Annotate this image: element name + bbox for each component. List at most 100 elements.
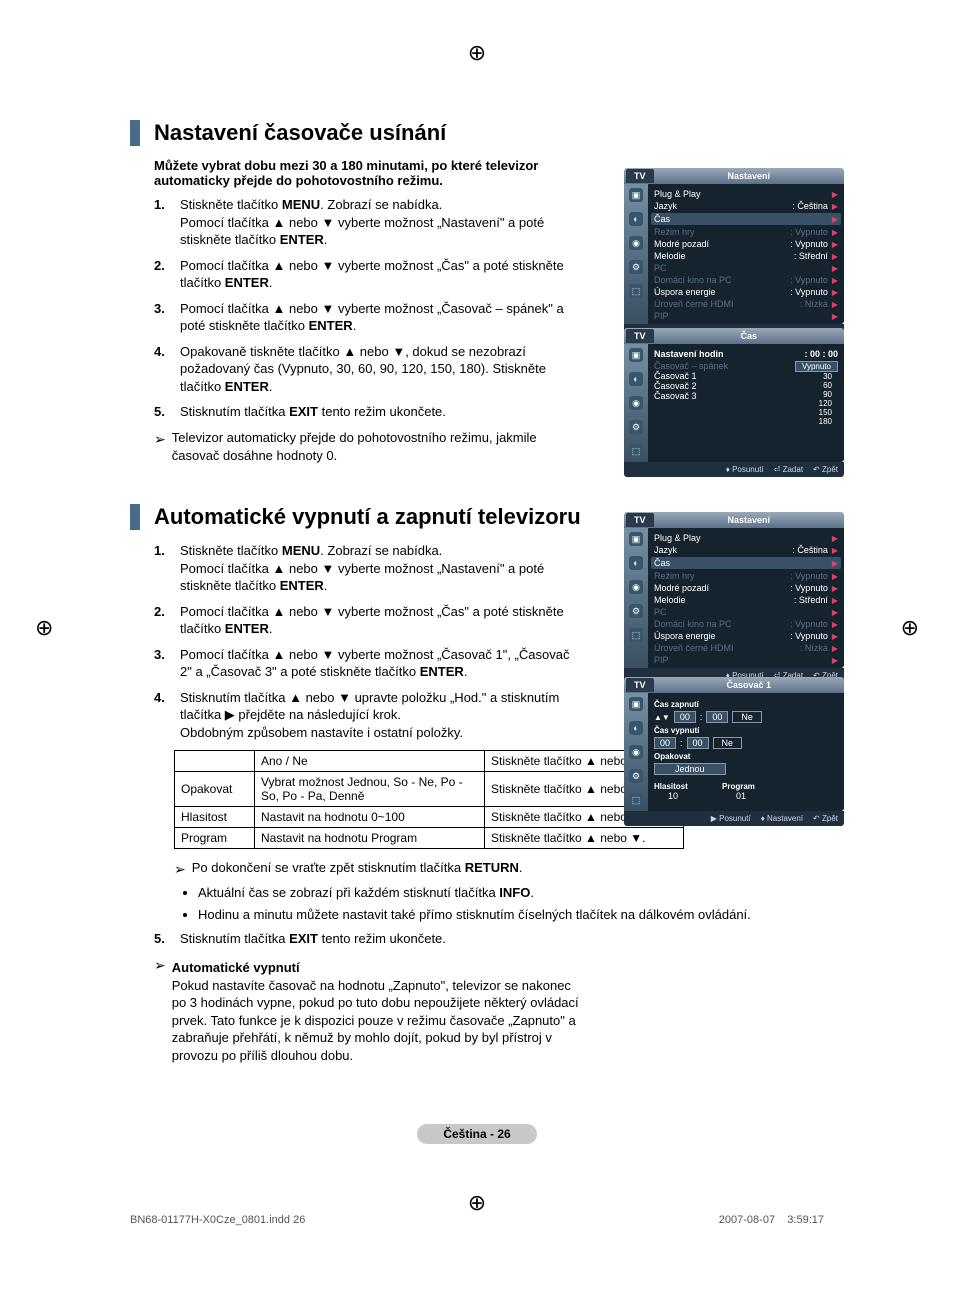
section-sleep-timer: Nastavení časovače usínání Můžete vybrat… (130, 120, 824, 464)
on-enabled: Ne (732, 711, 762, 723)
tv-sidebar-icons: ▣◐◉⚙⬚ (624, 184, 648, 324)
auto-off-note: ➢ Automatické vypnutí Pokud nastavíte ča… (154, 955, 584, 1064)
tv-titlebar: TV Časovač 1 (624, 677, 844, 693)
menu-row: Jazyk: Čeština▶ (654, 200, 838, 212)
footer-filename: BN68-01177H-X0Cze_0801.indd 26 (130, 1214, 305, 1226)
lead-text: Můžete vybrat dobu mezi 30 a 180 minutam… (154, 158, 584, 188)
menu-row: Plug & Play▶ (654, 532, 838, 544)
on-hour: 00 (674, 711, 696, 723)
menu-row: Domácí kino na PC: Vypnuto▶ (654, 274, 838, 286)
step-text: Pomocí tlačítka ▲ nebo ▼ vyberte možnost… (180, 300, 584, 335)
clock-value: : 00 : 00 (804, 349, 838, 359)
table-cell: Stiskněte tlačítko ▲ nebo ▼. (485, 827, 684, 848)
volume-value: 10 (654, 791, 692, 801)
menu-row: Úroveň černé HDMI: Nízká▶ (654, 642, 838, 654)
step-list: 1.Stiskněte tlačítko MENU. Zobrazí se na… (154, 196, 584, 421)
table-cell: Nastavit na hodnotu Program (255, 827, 485, 848)
note: ➢ Po dokončení se vraťte zpět stisknutím… (174, 859, 604, 879)
step-number: 3. (154, 646, 172, 681)
step-list-cont: 5.Stisknutím tlačítka EXIT tento režim u… (154, 930, 584, 948)
step-text: Stisknutím tlačítka ▲ nebo ▼ upravte pol… (180, 689, 584, 742)
step-number: 2. (154, 603, 172, 638)
bullet-item: Aktuální čas se zobrazí při každém stisk… (198, 884, 818, 902)
off-enabled: Ne (713, 737, 743, 749)
repeat-label: Opakovat (654, 752, 838, 761)
tv-screenshot-nastaveni-1: TV Nastavení ▣◐◉⚙⬚ Plug & Play▶Jazyk: Če… (624, 168, 844, 339)
table-cell: Program (175, 827, 255, 848)
tv-titlebar: TV Čas (624, 328, 844, 344)
step-text: Stisknutím tlačítka EXIT tento režim uko… (180, 930, 446, 948)
note-text: Televizor automaticky přejde do pohotovo… (172, 429, 584, 464)
step-number: 4. (154, 689, 172, 742)
tv-heading: Čas (654, 331, 844, 341)
menu-row: Čas▶ (651, 213, 841, 225)
tv-screenshot-cas: TV Čas ▣◐◉⚙⬚ Nastavení hodin : 00 : 00 Ča… (624, 328, 844, 477)
bullet-list: Aktuální čas se zobrazí při každém stisk… (198, 884, 818, 923)
page-number: Čeština - 26 (417, 1124, 537, 1144)
bullet-item: Hodinu a minutu můžete nastavit také pří… (198, 906, 818, 924)
step-number: 5. (154, 403, 172, 421)
section-title: Nastavení časovače usínání (130, 120, 824, 146)
menu-row: Domácí kino na PC: Vypnuto▶ (654, 618, 838, 630)
footer-timestamp: 2007-08-07 3:59:17 (719, 1214, 824, 1226)
note-arrow-icon: ➢ (154, 430, 166, 464)
menu-row: Melodie: Střední▶ (654, 250, 838, 262)
menu-row: Čas▶ (651, 557, 841, 569)
tv-heading: Nastavení (654, 515, 844, 525)
note-arrow-icon: ➢ (154, 956, 166, 1064)
step-number: 4. (154, 343, 172, 396)
menu-row: PIP▶ (654, 310, 838, 322)
tv-screenshot-casovac1: TV Časovač 1 ▣◐◉⚙⬚ Čas zapnutí ▲▼ 00: 00… (624, 677, 844, 826)
off-min: 00 (687, 737, 709, 749)
sleep-options: Vypnuto306090120150180 (795, 361, 838, 426)
settings-table: Ano / NeStiskněte tlačítko ▲ nebo ▼.Opak… (174, 750, 684, 849)
note-arrow-icon: ➢ (174, 860, 186, 879)
menu-row: Režim hry: Vypnuto▶ (654, 570, 838, 582)
table-cell: Nastavit na hodnotu 0~100 (255, 806, 485, 827)
on-time-label: Čas zapnutí (654, 700, 838, 709)
clock-label: Nastavení hodin (654, 349, 724, 359)
menu-row: Úroveň černé HDMI: Nízká▶ (654, 298, 838, 310)
off-hour: 00 (654, 737, 676, 749)
table-cell: Vybrat možnost Jednou, So - Ne, Po - So,… (255, 771, 485, 806)
tv-content: Plug & Play▶Jazyk: Čeština▶Čas▶Režim hry… (648, 528, 844, 668)
program-value: 01 (722, 791, 760, 801)
tv-tab: TV (626, 513, 654, 527)
step-text: Stiskněte tlačítko MENU. Zobrazí se nabí… (180, 542, 584, 595)
tv-tab: TV (626, 329, 654, 343)
step-number: 3. (154, 300, 172, 335)
table-cell: Hlasitost (175, 806, 255, 827)
note: ➢ Televizor automaticky přejde do pohoto… (154, 429, 584, 464)
tv-tab: TV (626, 169, 654, 183)
on-min: 00 (706, 711, 728, 723)
menu-row: Plug & Play▶ (654, 188, 838, 200)
table-cell: Opakovat (175, 771, 255, 806)
tv-content: Nastavení hodin : 00 : 00 Časovač – spáne… (648, 344, 844, 462)
tv-titlebar: TV Nastavení (624, 512, 844, 528)
step-text: Stiskněte tlačítko MENU. Zobrazí se nabí… (180, 196, 584, 249)
tv-titlebar: TV Nastavení (624, 168, 844, 184)
auto-off-body: Pokud nastavíte časovač na hodnotu „Zapn… (172, 977, 584, 1065)
program-label: Program (722, 782, 760, 791)
menu-row: Modré pozadí: Vypnuto▶ (654, 582, 838, 594)
tv-sidebar-icons: ▣◐◉⚙⬚ (624, 344, 648, 462)
step-number: 2. (154, 257, 172, 292)
tv-content: Čas zapnutí ▲▼ 00: 00 Ne Čas vypnutí 00:… (648, 693, 844, 811)
step-text: Pomocí tlačítka ▲ nebo ▼ vyberte možnost… (180, 257, 584, 292)
menu-row: PC▶ (654, 262, 838, 274)
on-time-row: ▲▼ 00: 00 Ne (654, 711, 838, 723)
tv-screenshot-nastaveni-2: TV Nastavení ▣◐◉⚙⬚ Plug & Play▶Jazyk: Če… (624, 512, 844, 683)
step-text: Pomocí tlačítka ▲ nebo ▼ vyberte možnost… (180, 603, 584, 638)
sleep-timer-label: Časovač – spánek (654, 361, 728, 371)
auto-off-title: Automatické vypnutí (172, 959, 584, 977)
menu-row: Režim hry: Vypnuto▶ (654, 226, 838, 238)
menu-row: Modré pozadí: Vypnuto▶ (654, 238, 838, 250)
print-mark-bottom: ⊕ (468, 1190, 486, 1216)
section-auto-on-off: Automatické vypnutí a zapnutí televizoru… (130, 504, 824, 1064)
tv-sidebar-icons: ▣◐◉⚙⬚ (624, 693, 648, 811)
menu-row: Úspora energie: Vypnuto▶ (654, 630, 838, 642)
step-number: 1. (154, 542, 172, 595)
menu-row: Melodie: Střední▶ (654, 594, 838, 606)
tv-footer: ♦ Posunutí ⏎ Zadat ↶ Zpět (624, 462, 844, 477)
step-list: 1.Stiskněte tlačítko MENU. Zobrazí se na… (154, 542, 584, 741)
